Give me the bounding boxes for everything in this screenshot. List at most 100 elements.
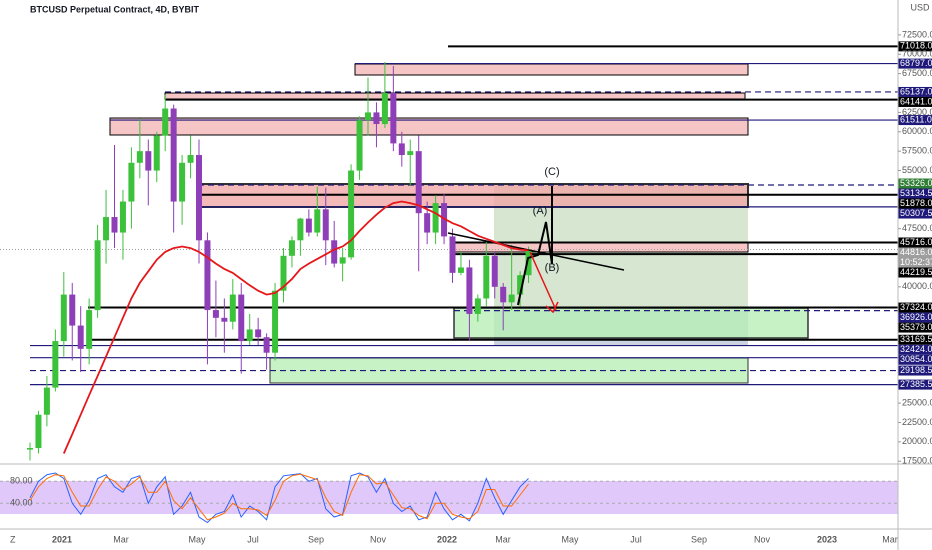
candle-body xyxy=(263,337,270,353)
price-label-box xyxy=(898,96,932,107)
y-tick-label: 72500.0 xyxy=(902,29,932,39)
price-label: 29198.5 xyxy=(900,365,932,375)
candle-body xyxy=(415,151,422,214)
price-label-box xyxy=(898,379,932,390)
candle-body xyxy=(398,143,405,156)
wave-label: (B) xyxy=(545,262,560,274)
x-tick-label: Mar xyxy=(113,534,129,544)
price-label-box xyxy=(898,312,932,323)
price-label: 37324.0 xyxy=(900,302,932,312)
candle-body xyxy=(145,151,152,171)
candle-body xyxy=(136,151,143,163)
price-label: 44816.0 xyxy=(900,247,932,257)
candle-body xyxy=(272,290,279,353)
countdown-box xyxy=(898,257,932,268)
candle-body xyxy=(27,448,33,450)
price-label-box xyxy=(898,354,932,365)
candle-body xyxy=(348,170,355,258)
candle-body xyxy=(407,151,414,156)
candle-body xyxy=(212,310,219,318)
y-tick-label: 22500.0 xyxy=(902,417,932,427)
x-tick-label: May xyxy=(561,534,579,544)
x-tick-label: Sep xyxy=(691,534,707,544)
zone xyxy=(453,242,749,253)
stoch-line xyxy=(29,473,529,521)
price-label: 61511.0 xyxy=(900,114,932,124)
chart-title: BTCUSD Perpetual Contract, 4D, BYBIT xyxy=(30,4,200,14)
price-label: 51878.0 xyxy=(900,198,932,208)
candle-body xyxy=(204,240,211,311)
candle-body xyxy=(170,108,177,202)
price-label: 68797.0 xyxy=(900,58,932,68)
countdown: 10:52:37 xyxy=(900,257,932,267)
candle-body xyxy=(314,209,321,233)
candle-body xyxy=(60,294,67,342)
y-tick-label: 60000.0 xyxy=(902,126,932,136)
candle-body xyxy=(491,255,498,287)
stoch-tick-label: 40.00 xyxy=(10,498,33,508)
candle-body xyxy=(457,267,464,273)
price-label-box xyxy=(898,322,932,333)
price-label: 45716.0 xyxy=(900,237,932,247)
price-label-box xyxy=(898,344,932,355)
zone xyxy=(453,307,809,339)
candle-body xyxy=(356,120,363,171)
y-tick-label: 40000.0 xyxy=(902,281,932,291)
x-tick-label: 2021 xyxy=(52,534,72,544)
candle-body xyxy=(339,257,346,264)
candle-body xyxy=(162,108,169,136)
candle-body xyxy=(424,213,431,233)
candle-body xyxy=(500,286,507,303)
y-tick-label: 70000.0 xyxy=(902,49,932,59)
stoch-tick-label: 80.00 xyxy=(10,476,33,486)
price-label: 27385.5 xyxy=(900,379,932,389)
price-label-box xyxy=(898,58,932,69)
candle-body xyxy=(280,255,287,291)
price-label-box xyxy=(898,115,932,126)
price-label: 32424.0 xyxy=(900,344,932,354)
y-tick-label: 20000.0 xyxy=(902,436,932,446)
price-label-box xyxy=(898,41,932,52)
y-tick-label: 55000.0 xyxy=(902,165,932,175)
candle-body xyxy=(483,255,490,299)
candle-body xyxy=(221,317,228,322)
candle-body xyxy=(474,298,481,314)
price-label-box xyxy=(898,247,932,258)
candle-body xyxy=(517,275,524,295)
candle-body xyxy=(331,240,338,264)
price-label: 33169.5 xyxy=(900,334,932,344)
zone xyxy=(354,63,749,76)
x-tick-label: Mar xyxy=(882,534,898,544)
y-tick-label: 57500.0 xyxy=(902,146,932,156)
price-label: 50307.5 xyxy=(900,208,932,218)
x-tick-label: 2023 xyxy=(817,534,837,544)
candle-body xyxy=(128,162,135,202)
x-tick-label: Nov xyxy=(370,534,387,544)
candle-body xyxy=(179,162,186,202)
candle-body xyxy=(449,236,456,273)
candle-body xyxy=(322,209,329,241)
candle-body xyxy=(508,294,515,303)
candle-body xyxy=(246,329,253,342)
candle-body xyxy=(466,267,473,314)
price-label: 30854.0 xyxy=(900,354,932,364)
candle-body xyxy=(103,217,110,241)
candle-body xyxy=(52,341,59,388)
price-label-box xyxy=(898,188,932,199)
x-tick-label: Mar xyxy=(495,534,511,544)
candle-body xyxy=(255,329,262,338)
candle-body xyxy=(365,112,371,121)
stoch-line xyxy=(29,472,529,524)
x-tick-label: 2022 xyxy=(437,534,457,544)
price-label-box xyxy=(898,365,932,376)
price-label: 35379.0 xyxy=(900,322,932,332)
zone xyxy=(109,117,749,136)
x-tick-label: Nov xyxy=(754,534,771,544)
candle-body xyxy=(381,93,388,125)
y-tick-label: 67500.0 xyxy=(902,68,932,78)
zone xyxy=(164,92,746,100)
x-tick-label: Sep xyxy=(308,534,324,544)
candle-body xyxy=(297,218,304,241)
candle-body xyxy=(111,217,118,233)
